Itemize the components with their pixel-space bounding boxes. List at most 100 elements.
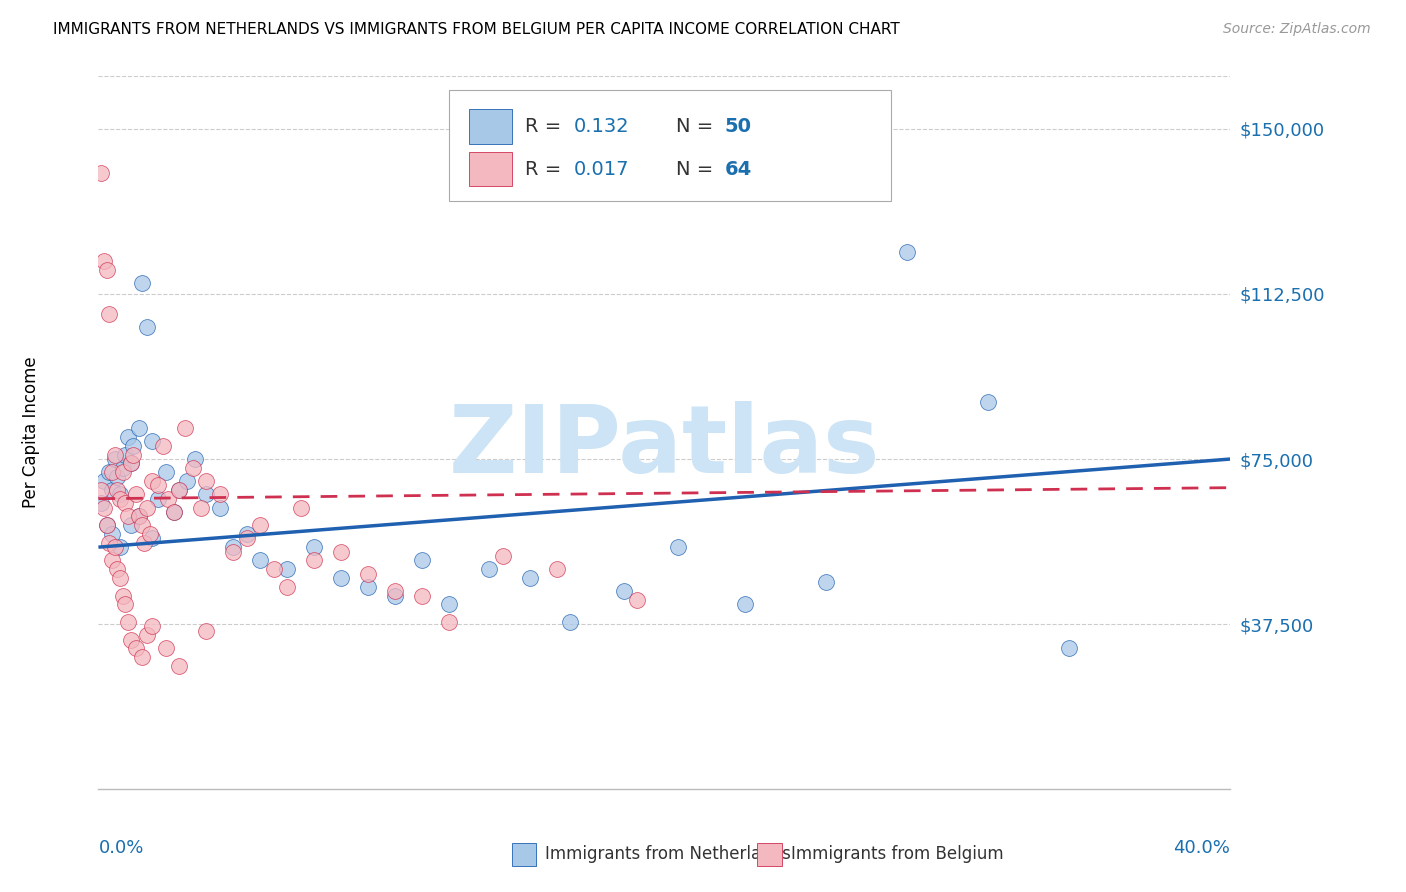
Point bbox=[125, 487, 148, 501]
Point bbox=[114, 448, 136, 462]
Point bbox=[120, 457, 142, 471]
Bar bbox=[468, 153, 512, 186]
Point bbox=[184, 452, 207, 467]
Point bbox=[181, 461, 204, 475]
Point bbox=[120, 518, 142, 533]
Point bbox=[104, 452, 127, 467]
Point bbox=[101, 465, 124, 479]
Point bbox=[101, 527, 124, 541]
Point bbox=[108, 571, 131, 585]
Point bbox=[105, 483, 128, 497]
Point bbox=[128, 509, 150, 524]
Point bbox=[128, 509, 150, 524]
Point bbox=[195, 474, 218, 488]
Point bbox=[302, 553, 325, 567]
Point bbox=[104, 540, 127, 554]
Point bbox=[136, 500, 159, 515]
Point bbox=[134, 535, 156, 549]
Point bbox=[195, 487, 218, 501]
Point bbox=[195, 624, 218, 638]
Text: 40.0%: 40.0% bbox=[1174, 839, 1230, 857]
Point bbox=[141, 434, 163, 449]
Point bbox=[546, 562, 568, 576]
Point bbox=[208, 500, 231, 515]
Point bbox=[176, 474, 198, 488]
Point bbox=[290, 500, 312, 515]
Point bbox=[131, 518, 153, 533]
Point bbox=[120, 632, 142, 647]
Point bbox=[329, 571, 352, 585]
Point bbox=[101, 483, 124, 497]
Point bbox=[108, 540, 131, 554]
Point bbox=[108, 487, 131, 501]
Point bbox=[146, 478, 169, 492]
Point bbox=[90, 496, 112, 510]
Text: N =: N = bbox=[676, 160, 718, 178]
Point bbox=[128, 421, 150, 435]
Point bbox=[105, 562, 128, 576]
Point bbox=[117, 615, 139, 629]
Point bbox=[235, 532, 257, 546]
Point bbox=[117, 430, 139, 444]
Point bbox=[558, 615, 581, 629]
Point bbox=[276, 580, 298, 594]
Point bbox=[411, 553, 433, 567]
Point bbox=[111, 465, 134, 479]
Point bbox=[492, 549, 515, 563]
Point bbox=[384, 589, 406, 603]
Point bbox=[111, 589, 134, 603]
Point bbox=[138, 527, 160, 541]
Point bbox=[117, 509, 139, 524]
Point bbox=[519, 571, 541, 585]
Point bbox=[329, 544, 352, 558]
Text: 50: 50 bbox=[724, 117, 751, 136]
Point bbox=[815, 575, 838, 590]
Point bbox=[98, 307, 121, 321]
Point bbox=[122, 439, 145, 453]
Point bbox=[122, 448, 145, 462]
Point bbox=[146, 491, 169, 506]
Point bbox=[626, 593, 648, 607]
Point bbox=[208, 487, 231, 501]
Point bbox=[235, 527, 257, 541]
Point bbox=[131, 650, 153, 665]
Point bbox=[384, 584, 406, 599]
Point bbox=[108, 491, 131, 506]
Point bbox=[411, 589, 433, 603]
Text: Immigrants from Netherlands: Immigrants from Netherlands bbox=[546, 846, 792, 863]
Text: R =: R = bbox=[524, 117, 568, 136]
Point bbox=[169, 659, 191, 673]
Point bbox=[157, 491, 180, 506]
Point bbox=[169, 483, 191, 497]
Point bbox=[96, 518, 118, 533]
Point bbox=[896, 245, 918, 260]
Point bbox=[1057, 641, 1080, 656]
Point bbox=[90, 166, 112, 180]
Point bbox=[96, 518, 118, 533]
Point bbox=[976, 394, 998, 409]
Point bbox=[155, 641, 177, 656]
Point bbox=[141, 474, 163, 488]
Point bbox=[114, 496, 136, 510]
Bar bbox=[512, 843, 537, 866]
Point bbox=[111, 461, 134, 475]
Point bbox=[190, 500, 212, 515]
Text: R =: R = bbox=[524, 160, 568, 178]
Point bbox=[155, 465, 177, 479]
Point bbox=[302, 540, 325, 554]
Text: Source: ZipAtlas.com: Source: ZipAtlas.com bbox=[1223, 22, 1371, 37]
Point bbox=[263, 562, 285, 576]
Point bbox=[93, 253, 115, 268]
Point bbox=[93, 500, 115, 515]
Point bbox=[357, 566, 380, 581]
Text: Immigrants from Belgium: Immigrants from Belgium bbox=[792, 846, 1004, 863]
Point bbox=[357, 580, 380, 594]
Point bbox=[136, 319, 159, 334]
Text: 0.132: 0.132 bbox=[574, 117, 630, 136]
Text: 0.017: 0.017 bbox=[574, 160, 630, 178]
Point bbox=[141, 619, 163, 633]
Point bbox=[437, 598, 460, 612]
Point bbox=[131, 276, 153, 290]
Point bbox=[90, 483, 112, 497]
Text: IMMIGRANTS FROM NETHERLANDS VS IMMIGRANTS FROM BELGIUM PER CAPITA INCOME CORRELA: IMMIGRANTS FROM NETHERLANDS VS IMMIGRANT… bbox=[53, 22, 900, 37]
